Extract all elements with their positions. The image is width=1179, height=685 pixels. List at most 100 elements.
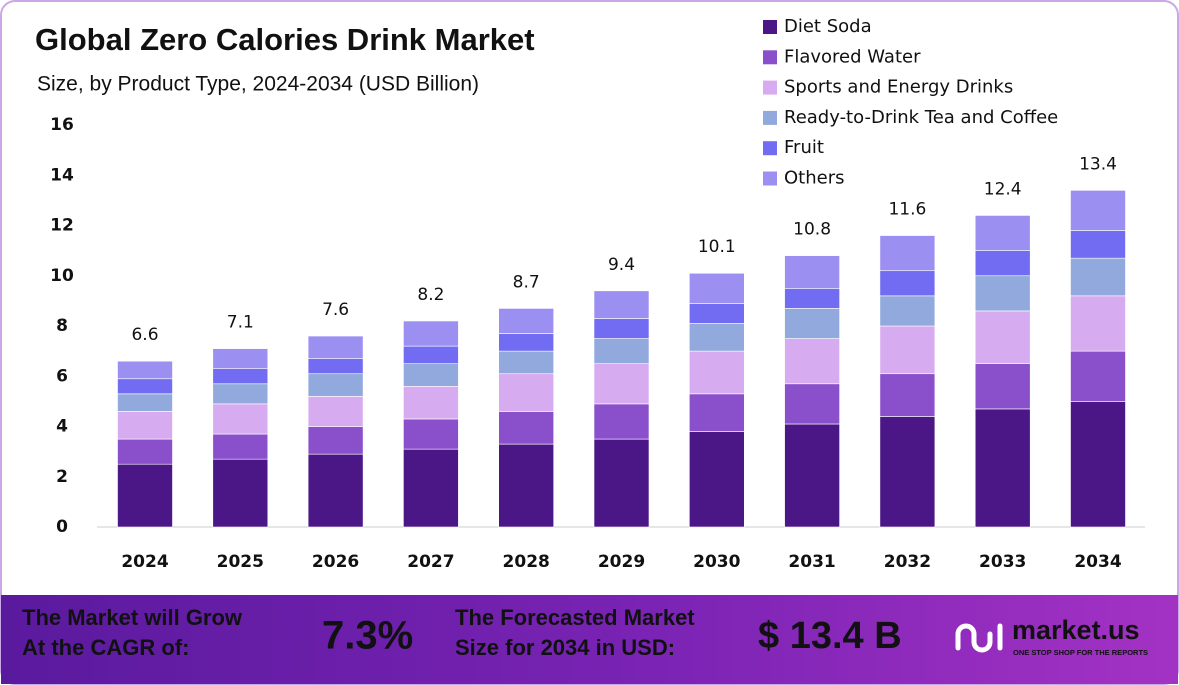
bar-segment	[498, 411, 555, 445]
forecast-label: Size for 2034 in USD:	[455, 635, 675, 660]
x-tick-label: 2033	[979, 552, 1026, 572]
bar-segment	[1070, 350, 1126, 402]
bar-segment	[117, 378, 173, 395]
bar-segment	[593, 438, 650, 528]
bar-segment	[688, 393, 745, 432]
x-tick-label: 2026	[312, 552, 359, 572]
brand-name: market.us	[1012, 615, 1140, 645]
brand-tagline: ONE STOP SHOP FOR THE REPORTS	[1013, 648, 1148, 657]
legend-label: Sports and Energy Drinks	[784, 77, 1013, 98]
x-tick-label: 2027	[407, 552, 454, 572]
bar-segment	[498, 350, 555, 375]
y-tick-label: 8	[56, 316, 68, 336]
y-tick-label: 14	[50, 165, 74, 185]
bar-segment	[593, 363, 650, 405]
legend-swatch	[763, 171, 777, 186]
total-label: 8.2	[417, 285, 444, 305]
bar-segment	[117, 393, 173, 412]
forecast-value: $ 13.4 B	[758, 615, 902, 657]
bar-segment	[212, 348, 269, 370]
bar-segment	[498, 308, 555, 334]
bar-segment	[403, 385, 459, 420]
bar-segment	[307, 335, 364, 359]
bar-segment	[593, 290, 650, 319]
bar-segment	[212, 458, 269, 528]
y-tick-label: 6	[56, 366, 68, 386]
legend-swatch	[763, 20, 777, 34]
bar-segment	[307, 373, 364, 397]
total-label: 12.4	[984, 179, 1022, 199]
bar-segment	[879, 270, 936, 297]
bar-segment	[688, 431, 745, 528]
bar-segment	[403, 345, 459, 364]
legend-swatch	[763, 80, 777, 95]
total-label: 9.4	[608, 255, 635, 275]
bar-segment	[498, 443, 555, 528]
bar-segment	[688, 350, 745, 395]
bar-segment	[307, 358, 364, 375]
x-tick-label: 2030	[693, 552, 740, 572]
x-tick-label: 2024	[121, 552, 168, 572]
x-tick-label: 2025	[217, 552, 264, 572]
bar-segment	[1070, 230, 1126, 259]
x-tick-label: 2034	[1074, 552, 1121, 572]
y-tick-label: 4	[56, 417, 68, 437]
cagr-label: At the CAGR of:	[22, 635, 189, 660]
bar-segment	[974, 250, 1031, 277]
total-label: 8.7	[513, 272, 540, 292]
x-tick-label: 2031	[788, 552, 835, 572]
chart-title: Global Zero Calories Drink Market	[35, 22, 535, 57]
bar-segment	[974, 408, 1031, 528]
total-label: 13.4	[1079, 154, 1117, 174]
x-tick-label: 2032	[884, 552, 931, 572]
legend-swatch	[763, 110, 777, 125]
bar-segment	[403, 448, 459, 528]
y-tick-label: 2	[56, 467, 68, 487]
cagr-label: The Market will Grow	[22, 605, 243, 630]
bar-segment	[974, 215, 1031, 251]
bar-segment	[212, 383, 269, 405]
bar-segment	[1070, 257, 1126, 297]
bar-segment	[879, 235, 936, 272]
bar-segment	[688, 323, 745, 352]
bar-segment	[307, 426, 364, 455]
bar-segment	[688, 272, 745, 304]
bar-segment	[974, 363, 1031, 410]
legend-label: Diet Soda	[784, 16, 872, 37]
bar-segment	[1070, 401, 1126, 528]
bar-segment	[879, 295, 936, 327]
legend-swatch	[763, 141, 777, 156]
bar-segment	[212, 368, 269, 385]
x-tick-label: 2028	[503, 552, 550, 572]
chart-subtitle: Size, by Product Type, 2024-2034 (USD Bi…	[37, 73, 479, 96]
bar-segment	[498, 333, 555, 352]
bar-segment	[117, 438, 173, 465]
banner	[1, 595, 1178, 684]
y-tick-label: 16	[50, 115, 74, 135]
total-label: 6.6	[131, 325, 158, 345]
bar-segment	[593, 403, 650, 440]
brand-icon	[955, 623, 1003, 653]
bar-segment	[212, 403, 269, 435]
bar-segment	[403, 320, 459, 347]
legend-label: Flavored Water	[784, 46, 921, 67]
total-label: 10.1	[698, 237, 736, 257]
bar-segment	[974, 275, 1031, 312]
total-label: 11.6	[888, 200, 926, 220]
bar-segment	[307, 453, 364, 528]
legend-label: Ready-to-Drink Tea and Coffee	[784, 107, 1058, 128]
bar-segment	[784, 255, 840, 289]
bar-segment	[784, 423, 840, 528]
y-tick-label: 0	[56, 517, 68, 537]
bar-segment	[784, 383, 840, 425]
legend-label: Others	[784, 168, 845, 189]
bar-segment	[117, 360, 173, 380]
cagr-value: 7.3%	[322, 614, 413, 658]
bar-segment	[974, 310, 1031, 364]
bar-segment	[307, 396, 364, 427]
bar-segment	[117, 463, 173, 528]
bar-segment	[1070, 190, 1126, 231]
y-tick-label: 12	[50, 216, 74, 236]
bar-segment	[879, 325, 936, 375]
